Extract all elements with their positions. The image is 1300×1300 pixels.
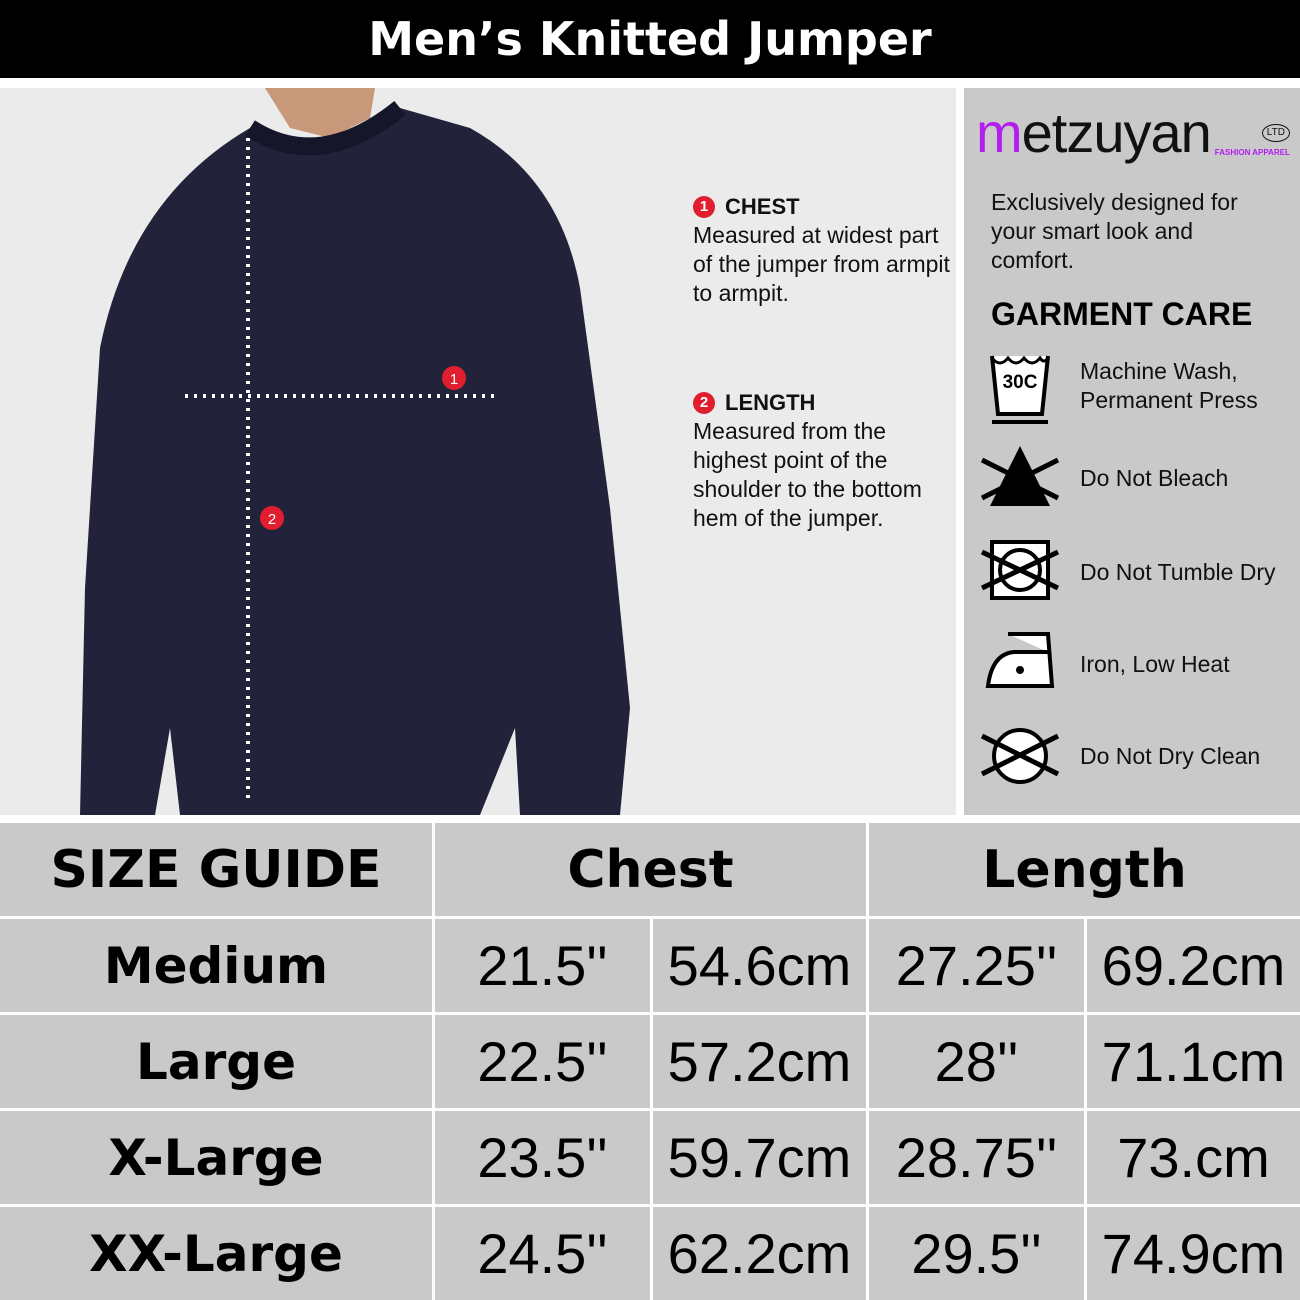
- do-not-tumble-dry-icon: [980, 540, 1060, 600]
- marker-2: 2: [693, 391, 715, 414]
- cell-chest-cm: 59.7cm: [653, 1111, 866, 1204]
- cell-length-in: 28'': [869, 1015, 1084, 1108]
- care-item: Do Not Tumble Dry: [978, 532, 1290, 612]
- cell-chest-in: 22.5'': [435, 1015, 650, 1108]
- do-not-dry-clean-icon: [980, 728, 1060, 784]
- care-item: 30C Machine Wash, Permanent Press: [978, 346, 1290, 426]
- care-label: Do Not Bleach: [1080, 464, 1229, 491]
- cell-length-cm: 71.1cm: [1087, 1015, 1300, 1108]
- care-label: Machine Wash, Permanent Press: [1080, 358, 1258, 413]
- brand-ltd: LTD: [1261, 124, 1290, 142]
- cell-chest-cm: 54.6cm: [653, 919, 866, 1012]
- length-note: 2 LENGTH Measured from the highest point …: [693, 388, 923, 533]
- care-label: Do Not Dry Clean: [1080, 742, 1261, 769]
- chest-heading: CHEST: [725, 194, 800, 219]
- care-item: Do Not Dry Clean: [978, 716, 1290, 796]
- do-not-bleach-icon: [980, 446, 1060, 506]
- brand-care-panel: metzuyan LTD FASHION APPAREL Exclusively …: [964, 88, 1300, 815]
- brand-logo: metzuyan LTD FASHION APPAREL: [976, 102, 1290, 164]
- header-size-guide: SIZE GUIDE: [0, 823, 432, 916]
- cell-length-in: 29.5'': [869, 1207, 1084, 1300]
- care-label: Do Not Tumble Dry: [1080, 558, 1276, 585]
- cell-chest-in: 21.5'': [435, 919, 650, 1012]
- size-guide-table: SIZE GUIDE Chest Length Medium 21.5'' 54.6…: [0, 820, 1300, 1300]
- header-chest: Chest: [435, 823, 866, 916]
- size-label: Medium: [0, 919, 432, 1012]
- cell-length-cm: 69.2cm: [1087, 919, 1300, 1012]
- size-label: X-Large: [0, 1111, 432, 1204]
- care-heading: GARMENT CARE: [991, 296, 1253, 332]
- product-image-panel: 1 2 1 CHEST Measured at widest part of th…: [0, 88, 956, 815]
- length-marker: [260, 506, 284, 530]
- svg-text:1: 1: [450, 371, 458, 388]
- chest-description: Measured at widest part of the jumper fr…: [693, 222, 950, 306]
- iron-low-heat-icon: [985, 632, 1055, 688]
- size-label: XX-Large: [0, 1207, 432, 1300]
- chest-marker: [442, 366, 466, 390]
- cell-length-cm: 74.9cm: [1087, 1207, 1300, 1300]
- cell-length-in: 27.25'': [869, 919, 1084, 1012]
- header-length: Length: [869, 823, 1300, 916]
- svg-text:30C: 30C: [1003, 372, 1038, 393]
- page-title: Men’s Knitted Jumper: [0, 0, 1300, 78]
- cell-chest-cm: 62.2cm: [653, 1207, 866, 1300]
- chest-note: 1 CHEST Measured at widest part of the ju…: [693, 192, 951, 308]
- care-item: Iron, Low Heat: [978, 624, 1290, 704]
- brand-tagline: FASHION APPAREL: [1214, 148, 1290, 157]
- cell-length-cm: 73.cm: [1087, 1111, 1300, 1204]
- cell-chest-cm: 57.2cm: [653, 1015, 866, 1108]
- brand-intro: Exclusively designed for your smart look…: [991, 189, 1238, 273]
- wash-30c-icon: 30C: [990, 355, 1050, 424]
- jumper-photo: 1 2: [80, 88, 630, 815]
- marker-1: 1: [693, 195, 715, 218]
- cell-chest-in: 24.5'': [435, 1207, 650, 1300]
- brand-name: metzuyan: [976, 101, 1212, 164]
- size-label: Large: [0, 1015, 432, 1108]
- svg-text:2: 2: [268, 511, 276, 528]
- length-heading: LENGTH: [725, 390, 816, 415]
- care-label: Iron, Low Heat: [1080, 650, 1230, 677]
- length-description: Measured from the highest point of the s…: [693, 418, 922, 531]
- cell-length-in: 28.75'': [869, 1111, 1084, 1204]
- cell-chest-in: 23.5'': [435, 1111, 650, 1204]
- care-item: Do Not Bleach: [978, 438, 1290, 518]
